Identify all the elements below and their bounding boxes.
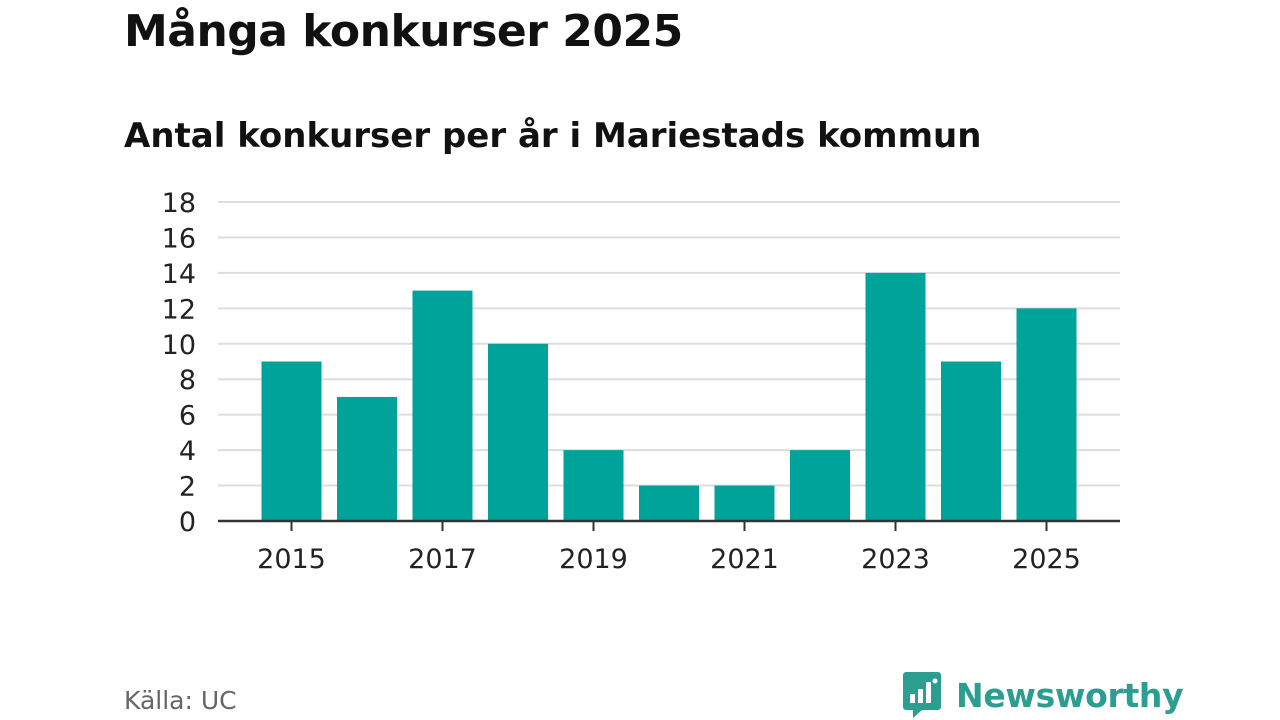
bar-2025 [1016,308,1077,521]
bar-2016 [337,396,397,521]
bar-2017 [412,290,473,521]
y-tick-label-8: 8 [179,365,196,396]
bar-chart-speech-bubble-icon [903,672,941,718]
bar-2018 [488,343,548,521]
bar-chart: 0 2 4 6 8 10 12 14 16 18 2015 2017 2019 2021 2023 2025 [162,188,1120,575]
bar-2023 [865,272,926,521]
bar-2015 [261,361,322,521]
bar-2022 [790,450,850,521]
x-tick-label-2015: 2015 [257,544,326,575]
chart-subtitle: Antal konkurser per år i Mariestads komm… [124,116,982,156]
x-tick-label-2019: 2019 [559,544,628,575]
bar-2019 [563,450,624,521]
x-tick-label-2017: 2017 [408,544,477,575]
chart-title: Många konkurser 2025 [124,6,683,57]
x-tick-label-2023: 2023 [861,544,930,575]
y-tick-label-18: 18 [162,188,196,219]
x-tick-label-2025: 2025 [1012,544,1081,575]
brand-name: Newsworthy [956,675,1184,715]
y-tick-label-6: 6 [179,401,196,432]
y-tick-label-10: 10 [162,330,196,361]
y-tick-label-16: 16 [162,223,196,254]
source-note: Källa: UC [124,686,237,715]
x-tick-label-2021: 2021 [710,544,779,575]
x-axis-ticks: 2015 2017 2019 2021 2023 2025 [257,521,1081,575]
y-tick-label-14: 14 [162,259,196,290]
bar-2020 [639,485,699,521]
y-axis-ticks: 0 2 4 6 8 10 12 14 16 18 [162,188,196,538]
y-tick-label-2: 2 [179,472,196,503]
bar-2021 [714,485,775,521]
bars [261,272,1077,521]
y-tick-label-0: 0 [179,507,196,538]
y-tick-label-4: 4 [179,436,196,467]
bar-2024 [941,361,1001,521]
brand-logo: Newsworthy [902,670,1184,720]
y-tick-label-12: 12 [162,294,196,325]
